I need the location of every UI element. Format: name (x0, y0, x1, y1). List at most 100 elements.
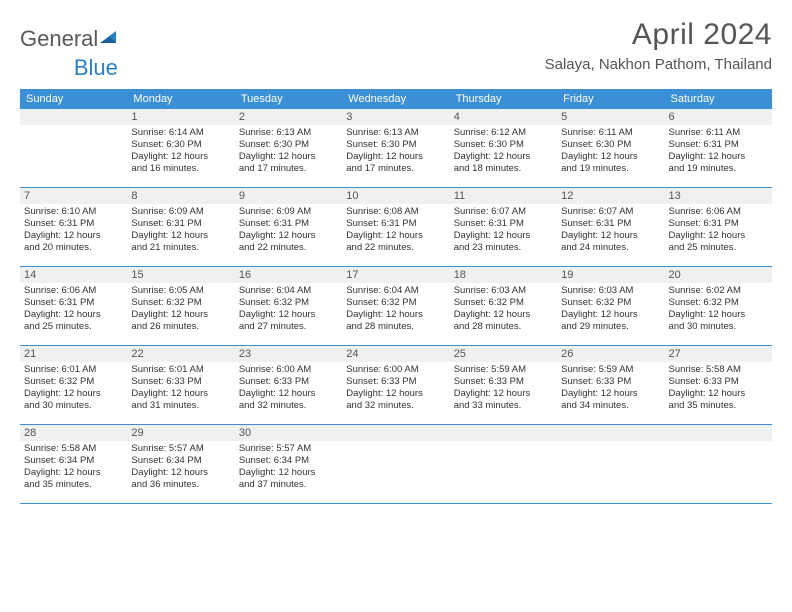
day-number: 28 (24, 427, 123, 440)
day-cell-26: 26Sunrise: 5:59 AMSunset: 6:33 PMDayligh… (557, 346, 664, 424)
day-detail-line: Daylight: 12 hours (24, 309, 123, 321)
brand-part2: Blue (74, 55, 118, 81)
day-detail-line: Sunrise: 5:59 AM (454, 364, 553, 376)
day-detail-line: and 28 minutes. (346, 321, 445, 333)
day-cell-25: 25Sunrise: 5:59 AMSunset: 6:33 PMDayligh… (450, 346, 557, 424)
day-cell-empty (20, 109, 127, 187)
day-detail-line: Sunset: 6:30 PM (131, 139, 230, 151)
day-detail-line: Daylight: 12 hours (454, 309, 553, 321)
day-detail-line: Sunrise: 6:03 AM (561, 285, 660, 297)
day-detail-line: Sunset: 6:31 PM (669, 218, 768, 230)
day-detail-line: Sunset: 6:32 PM (239, 297, 338, 309)
weekday-monday: Monday (127, 89, 234, 109)
location-text: Salaya, Nakhon Pathom, Thailand (545, 56, 772, 73)
day-number: 1 (131, 111, 230, 124)
day-cell-16: 16Sunrise: 6:04 AMSunset: 6:32 PMDayligh… (235, 267, 342, 345)
day-detail-line: Sunrise: 6:07 AM (454, 206, 553, 218)
day-number (346, 427, 445, 440)
day-detail-line: Sunset: 6:32 PM (454, 297, 553, 309)
day-cell-13: 13Sunrise: 6:06 AMSunset: 6:31 PMDayligh… (665, 188, 772, 266)
day-detail-line: Daylight: 12 hours (239, 467, 338, 479)
day-cell-23: 23Sunrise: 6:00 AMSunset: 6:33 PMDayligh… (235, 346, 342, 424)
day-detail-line: Sunrise: 6:09 AM (131, 206, 230, 218)
day-detail-line: and 35 minutes. (24, 479, 123, 491)
day-detail-line: Daylight: 12 hours (669, 151, 768, 163)
day-cell-22: 22Sunrise: 6:01 AMSunset: 6:33 PMDayligh… (127, 346, 234, 424)
day-number: 6 (669, 111, 768, 124)
day-detail-line: and 16 minutes. (131, 163, 230, 175)
day-detail-line: Daylight: 12 hours (131, 467, 230, 479)
day-cell-7: 7Sunrise: 6:10 AMSunset: 6:31 PMDaylight… (20, 188, 127, 266)
day-detail-line: Sunrise: 6:14 AM (131, 127, 230, 139)
day-detail-line: Sunrise: 6:07 AM (561, 206, 660, 218)
day-detail-line: Daylight: 12 hours (346, 151, 445, 163)
day-detail-line: Daylight: 12 hours (669, 309, 768, 321)
day-detail-line: Sunrise: 6:11 AM (669, 127, 768, 139)
day-detail-line: Daylight: 12 hours (24, 230, 123, 242)
day-cell-3: 3Sunrise: 6:13 AMSunset: 6:30 PMDaylight… (342, 109, 449, 187)
day-detail-line: Sunset: 6:33 PM (669, 376, 768, 388)
day-number: 22 (131, 348, 230, 361)
weekday-saturday: Saturday (665, 89, 772, 109)
day-cell-29: 29Sunrise: 5:57 AMSunset: 6:34 PMDayligh… (127, 425, 234, 503)
weekday-tuesday: Tuesday (235, 89, 342, 109)
day-detail-line: Sunset: 6:32 PM (346, 297, 445, 309)
day-cell-empty (342, 425, 449, 503)
day-number (454, 427, 553, 440)
day-detail-line: Sunset: 6:33 PM (131, 376, 230, 388)
day-detail-line: Daylight: 12 hours (561, 230, 660, 242)
day-number (561, 427, 660, 440)
day-detail-line: and 25 minutes. (669, 242, 768, 254)
day-detail-line: Sunrise: 6:08 AM (346, 206, 445, 218)
day-detail-line: Daylight: 12 hours (454, 230, 553, 242)
weekday-wednesday: Wednesday (342, 89, 449, 109)
day-number: 7 (24, 190, 123, 203)
day-detail-line: Daylight: 12 hours (346, 388, 445, 400)
day-detail-line: Sunset: 6:31 PM (239, 218, 338, 230)
day-detail-line: and 32 minutes. (239, 400, 338, 412)
day-detail-line: and 32 minutes. (346, 400, 445, 412)
day-detail-line: Daylight: 12 hours (239, 151, 338, 163)
day-number: 14 (24, 269, 123, 282)
day-detail-line: and 24 minutes. (561, 242, 660, 254)
day-cell-empty (665, 425, 772, 503)
day-number: 16 (239, 269, 338, 282)
day-detail-line: Sunrise: 6:12 AM (454, 127, 553, 139)
day-detail-line: Sunset: 6:31 PM (561, 218, 660, 230)
page-root: General April 2024 Salaya, Nakhon Pathom… (0, 0, 792, 504)
day-detail-line: and 17 minutes. (239, 163, 338, 175)
day-detail-line: Sunrise: 6:06 AM (669, 206, 768, 218)
day-detail-line: Sunset: 6:33 PM (346, 376, 445, 388)
day-detail-line: Sunset: 6:34 PM (131, 455, 230, 467)
day-detail-line: and 31 minutes. (131, 400, 230, 412)
day-cell-15: 15Sunrise: 6:05 AMSunset: 6:32 PMDayligh… (127, 267, 234, 345)
day-detail-line: Sunrise: 6:11 AM (561, 127, 660, 139)
day-number: 4 (454, 111, 553, 124)
day-cell-11: 11Sunrise: 6:07 AMSunset: 6:31 PMDayligh… (450, 188, 557, 266)
day-number: 13 (669, 190, 768, 203)
weekday-header-row: SundayMondayTuesdayWednesdayThursdayFrid… (20, 89, 772, 109)
day-detail-line: Sunrise: 6:00 AM (239, 364, 338, 376)
day-detail-line: Daylight: 12 hours (131, 309, 230, 321)
day-cell-12: 12Sunrise: 6:07 AMSunset: 6:31 PMDayligh… (557, 188, 664, 266)
day-detail-line: Sunset: 6:32 PM (561, 297, 660, 309)
day-detail-line: and 37 minutes. (239, 479, 338, 491)
day-cell-empty (557, 425, 664, 503)
day-cell-9: 9Sunrise: 6:09 AMSunset: 6:31 PMDaylight… (235, 188, 342, 266)
day-number: 19 (561, 269, 660, 282)
day-cell-1: 1Sunrise: 6:14 AMSunset: 6:30 PMDaylight… (127, 109, 234, 187)
day-detail-line: Sunrise: 5:58 AM (669, 364, 768, 376)
day-detail-line: Sunset: 6:31 PM (24, 297, 123, 309)
day-detail-line: Sunrise: 6:02 AM (669, 285, 768, 297)
day-number: 30 (239, 427, 338, 440)
day-detail-line: Daylight: 12 hours (346, 230, 445, 242)
day-number: 26 (561, 348, 660, 361)
day-detail-line: Sunrise: 6:06 AM (24, 285, 123, 297)
day-detail-line: Sunset: 6:32 PM (669, 297, 768, 309)
day-detail-line: and 36 minutes. (131, 479, 230, 491)
day-detail-line: and 22 minutes. (239, 242, 338, 254)
day-detail-line: Sunset: 6:30 PM (561, 139, 660, 151)
day-number: 21 (24, 348, 123, 361)
weekday-sunday: Sunday (20, 89, 127, 109)
day-cell-8: 8Sunrise: 6:09 AMSunset: 6:31 PMDaylight… (127, 188, 234, 266)
